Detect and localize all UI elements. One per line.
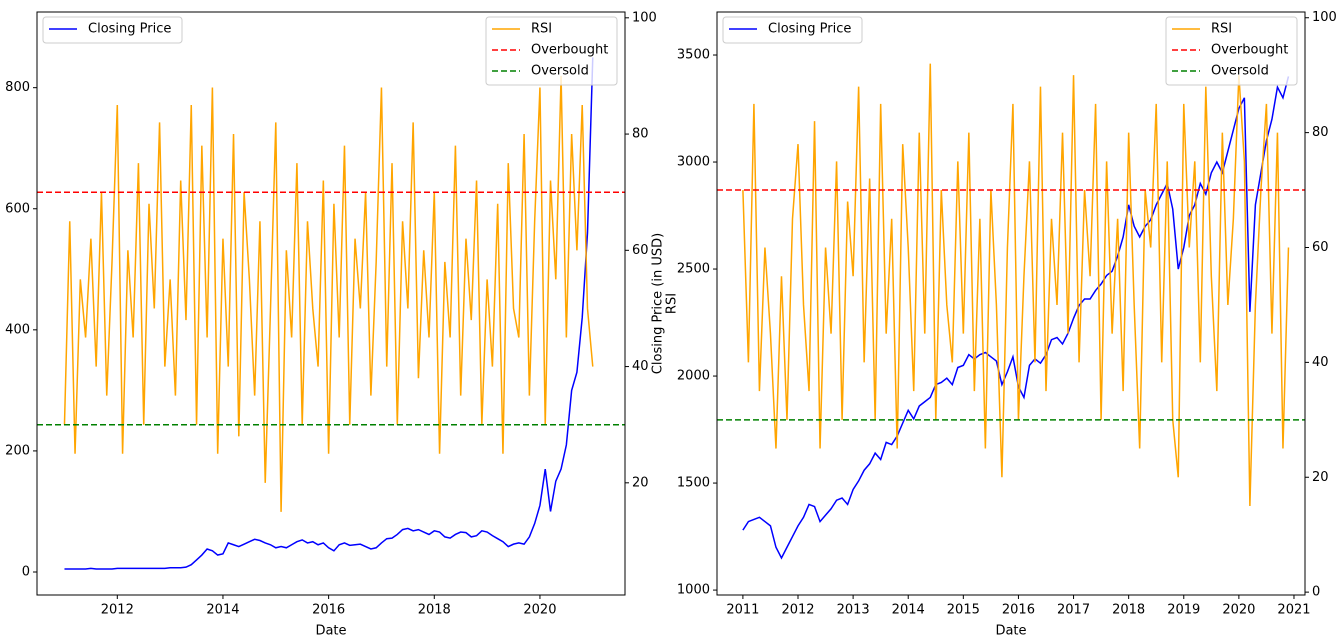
x-tick-label: 2013 [837, 603, 870, 618]
series-line [64, 57, 594, 570]
y-tick-label: 200 [5, 443, 30, 458]
y-tick-label: 2500 [677, 262, 710, 277]
y2-tick-label: 80 [632, 127, 649, 142]
x-tick-label: 2020 [523, 603, 556, 618]
x-tick-label: 2016 [312, 603, 345, 618]
legend: RSI Overbought Oversold [1165, 16, 1298, 86]
legend-label: RSI [531, 22, 552, 37]
y-tick-label: 3000 [677, 155, 710, 170]
x-tick-label: 2012 [781, 603, 814, 618]
series-line [742, 76, 1290, 560]
x-tick-label: 2014 [206, 603, 239, 618]
legend-label: Overbought [1211, 43, 1288, 58]
legend: RSI Overbought Oversold [485, 16, 618, 86]
panel: 2012 2014 2016 2018 2020 0 200 400 600 800 20 40 60 8… [5, 10, 679, 638]
x-axis-label: Date [995, 624, 1026, 639]
x-tick-label: 2017 [1057, 603, 1090, 618]
y-tick-label: 1000 [677, 583, 710, 598]
y2-tick-label: 100 [1312, 10, 1337, 25]
y2-tick-label: 60 [1312, 240, 1329, 255]
legend-box [722, 16, 863, 44]
legend-box [42, 16, 183, 44]
legend-box [1165, 16, 1298, 86]
y-tick-label: 600 [5, 201, 30, 216]
x-tick-label: 2019 [1167, 603, 1200, 618]
legend: Closing Price [42, 16, 183, 44]
plot-area [37, 57, 625, 570]
y2-tick-label: 40 [1312, 355, 1329, 370]
legend-label: RSI [1211, 22, 1232, 37]
y2-tick-label: 20 [632, 475, 649, 490]
x-axis-label: Date [315, 624, 346, 639]
y2-axis-label: RSI [665, 293, 680, 314]
axes-frame [36, 11, 626, 596]
x-tick-label: 2012 [101, 603, 134, 618]
y2-tick-label: 80 [1312, 125, 1329, 140]
y-tick-label: 3500 [677, 48, 710, 63]
legend-label: Oversold [1211, 64, 1269, 79]
x-tick-label: 2011 [726, 603, 759, 618]
series-line [742, 63, 1290, 506]
x-tick-label: 2021 [1277, 603, 1310, 618]
y2-tick-label: 0 [1312, 585, 1320, 600]
panel: 2011 2012 2013 2014 2015 2016 2017 2018 2019 2020… [651, 10, 1337, 638]
x-tick-label: 2014 [892, 603, 925, 618]
plot-area [717, 63, 1305, 560]
y2-tick-label: 60 [632, 243, 649, 258]
legend-label: Overbought [531, 43, 608, 58]
y2-tick-label: 100 [632, 10, 657, 25]
series-line [63, 75, 594, 512]
y2-tick-label: 40 [632, 359, 649, 374]
x-tick-label: 2020 [1222, 603, 1255, 618]
legend-box [485, 16, 618, 86]
x-tick-label: 2015 [947, 603, 980, 618]
y-tick-label: 2000 [677, 369, 710, 384]
legend-label: Closing Price [768, 22, 851, 37]
y-tick-label: 1500 [677, 476, 710, 491]
axes-frame [716, 11, 1306, 596]
y-tick-label: 800 [5, 80, 30, 95]
y2-tick-label: 20 [1312, 470, 1329, 485]
y-tick-label: 400 [5, 322, 30, 337]
x-tick-label: 2018 [418, 603, 451, 618]
legend-label: Closing Price [88, 22, 171, 37]
y-tick-label: 0 [22, 564, 30, 579]
legend: Closing Price [722, 16, 863, 44]
x-tick-label: 2016 [1002, 603, 1035, 618]
legend-label: Oversold [531, 64, 589, 79]
x-tick-label: 2018 [1112, 603, 1145, 618]
y-axis-label: Closing Price (in USD) [651, 233, 666, 374]
